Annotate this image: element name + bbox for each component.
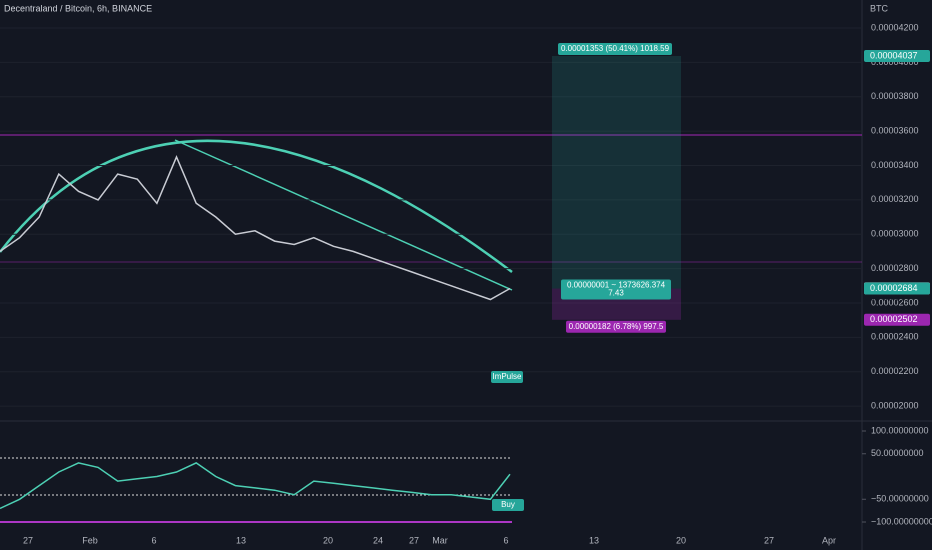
x-tick-label: 20 bbox=[323, 535, 333, 545]
stop-tag bbox=[566, 320, 666, 333]
price-line bbox=[0, 462, 511, 510]
price-badge bbox=[864, 50, 930, 63]
y-tick-label: 0.00002400 bbox=[871, 332, 919, 342]
y-tick-label: 0.00002600 bbox=[871, 297, 919, 307]
y-tick-label: 0.00002200 bbox=[871, 366, 919, 376]
y-tick-label: −100.00000000 bbox=[871, 516, 932, 526]
y-tick-label: 0.00003600 bbox=[871, 125, 919, 135]
y-tick-label: 0.00004200 bbox=[871, 22, 919, 32]
x-tick-label: 27 bbox=[764, 535, 774, 545]
target-label: 0.00001353 (50.41%) 1018.59 bbox=[561, 44, 670, 53]
y-tick-label: 0.00002800 bbox=[871, 263, 919, 273]
signal-label: Buy bbox=[501, 500, 515, 509]
x-tick-label: 6 bbox=[151, 535, 156, 545]
x-tick-label: 24 bbox=[373, 535, 383, 545]
x-tick-label: Apr bbox=[822, 535, 836, 545]
signal-tag bbox=[492, 499, 524, 511]
signal-tag bbox=[491, 371, 523, 383]
x-tick-label: 13 bbox=[589, 535, 599, 545]
price-badge bbox=[864, 282, 930, 295]
x-tick-label: 27 bbox=[23, 535, 33, 545]
entry-sublabel: 7.43 bbox=[608, 289, 624, 298]
target-tag bbox=[558, 43, 672, 56]
y-tick-label: 0.00003800 bbox=[871, 91, 919, 101]
x-tick-label: Feb bbox=[82, 535, 98, 545]
axis-unit: BTC bbox=[870, 3, 889, 13]
price-line bbox=[0, 154, 511, 301]
signal-label: ImPulse bbox=[493, 372, 522, 381]
y-tick-label: −50.00000000 bbox=[871, 494, 929, 504]
entry-label: 0.00000001 ~ 1373626.374 bbox=[567, 281, 666, 290]
y-tick-label: 0.00003200 bbox=[871, 194, 919, 204]
x-tick-label: 6 bbox=[503, 535, 508, 545]
x-tick-label: 13 bbox=[236, 535, 246, 545]
y-tick-label: 0.00003000 bbox=[871, 229, 919, 239]
y-tick-label: 0.00003400 bbox=[871, 160, 919, 170]
chart-title: Decentraland / Bitcoin, 6h, BINANCE bbox=[4, 3, 152, 13]
x-tick-label: 20 bbox=[676, 535, 686, 545]
price-badge bbox=[864, 313, 930, 326]
stop-label: 0.00000182 (6.78%) 997.5 bbox=[569, 322, 664, 331]
price-badge-label: 0.00004037 bbox=[870, 50, 918, 60]
target-zone bbox=[552, 56, 681, 289]
price-badge-label: 0.00002684 bbox=[870, 283, 918, 293]
y-tick-label: 0.00002000 bbox=[871, 400, 919, 410]
trend-curve bbox=[0, 139, 513, 273]
x-tick-label: 27 bbox=[409, 535, 419, 545]
price-badge-label: 0.00002502 bbox=[870, 314, 918, 324]
countdown: 05:55:31 bbox=[870, 293, 905, 303]
y-tick-label: 50.00000000 bbox=[871, 448, 924, 458]
y-tick-label: 100.00000000 bbox=[871, 425, 929, 435]
entry-tag bbox=[561, 279, 671, 300]
x-tick-label: Mar bbox=[432, 535, 448, 545]
